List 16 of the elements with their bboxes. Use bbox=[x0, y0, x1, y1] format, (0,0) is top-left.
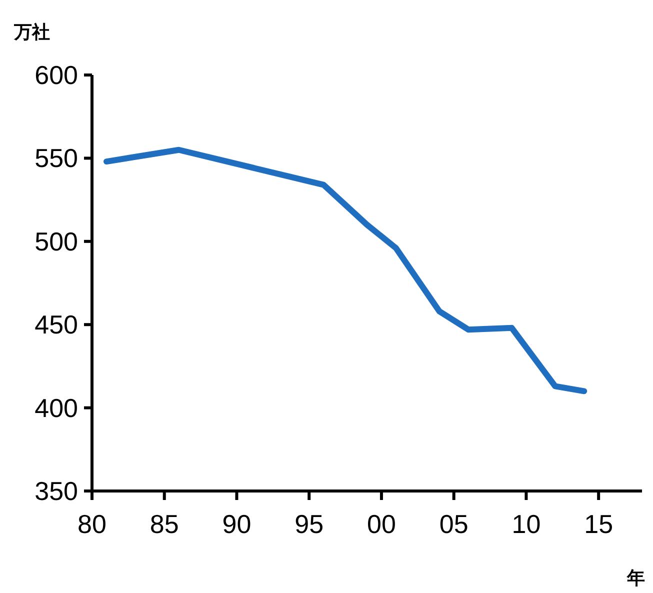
x-tick-label: 10 bbox=[512, 509, 541, 539]
x-tick-label: 00 bbox=[367, 509, 396, 539]
y-axis-title: 万社 bbox=[13, 22, 50, 42]
x-tick-label: 80 bbox=[78, 509, 106, 539]
x-tick-label: 95 bbox=[294, 509, 324, 539]
y-tick-label: 400 bbox=[34, 392, 78, 423]
y-tick-label: 600 bbox=[34, 60, 78, 90]
x-tick-label: 15 bbox=[584, 509, 614, 539]
x-axis-title: 年 bbox=[626, 568, 645, 588]
x-tick-label: 05 bbox=[439, 509, 468, 539]
x-tick-label: 85 bbox=[150, 509, 179, 539]
y-tick-label: 450 bbox=[34, 310, 78, 340]
y-tick-label: 550 bbox=[34, 143, 78, 174]
x-tick-label: 90 bbox=[222, 509, 252, 539]
y-tick-label: 500 bbox=[34, 226, 78, 256]
y-tick-label: 350 bbox=[34, 476, 78, 506]
